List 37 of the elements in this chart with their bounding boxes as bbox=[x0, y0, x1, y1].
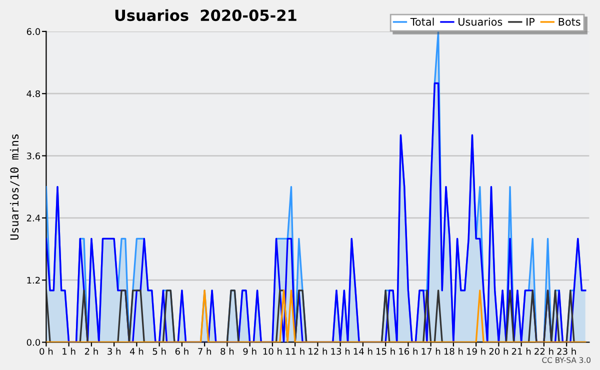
x-tick-label: 5 h bbox=[152, 348, 166, 355]
x-tick-label: 15 h bbox=[376, 348, 395, 355]
x-tick-label: 21 h bbox=[512, 348, 531, 355]
legend-label: IP bbox=[526, 18, 535, 26]
y-tick-label: 6.0 bbox=[26, 28, 40, 36]
y-axis-title: Usuarios/10 mins bbox=[10, 134, 20, 240]
x-tick-label: 8 h bbox=[220, 348, 234, 355]
x-tick-label: 17 h bbox=[422, 348, 440, 355]
legend-label: Usuarios bbox=[458, 18, 502, 26]
legend-label: Bots bbox=[558, 18, 580, 26]
x-tick-label: 18 h bbox=[444, 348, 463, 355]
x-tick-label: 12 h bbox=[308, 348, 327, 355]
y-tick-label: 0.0 bbox=[26, 338, 40, 346]
x-tick-label: 0 h bbox=[40, 348, 53, 355]
legend-label: Total bbox=[410, 18, 434, 26]
x-tick-label: 13 h bbox=[331, 348, 350, 355]
x-tick-label: 19 h bbox=[467, 348, 486, 355]
y-tick-label: 3.6 bbox=[26, 152, 40, 160]
x-tick-label: 23 h bbox=[557, 348, 576, 355]
x-tick-label: 22 h bbox=[534, 348, 554, 355]
x-tick-label: 2 h bbox=[84, 348, 98, 355]
x-tick-label: 4 h bbox=[130, 348, 144, 355]
x-tick-label: 14 h bbox=[354, 348, 372, 355]
x-tick-label: 9 h bbox=[243, 348, 256, 355]
x-tick-label: 6 h bbox=[175, 348, 188, 355]
x-tick-label: 11 h bbox=[286, 348, 304, 355]
x-tick-label: 10 h bbox=[263, 348, 282, 355]
x-tick-label: 1 h bbox=[62, 348, 76, 355]
line-series bbox=[46, 82, 586, 342]
x-tick-label: 7 h bbox=[198, 348, 211, 355]
x-tick-label: 3 h bbox=[108, 348, 120, 355]
y-tick-label: 4.8 bbox=[26, 90, 40, 98]
x-tick-label: 16 h bbox=[399, 348, 418, 355]
y-tick-label: 2.4 bbox=[26, 214, 40, 222]
chart-title: Usuarios 2020-05-21 bbox=[115, 9, 296, 22]
y-tick-label: 1.2 bbox=[27, 276, 40, 284]
x-tick-label: 20 h bbox=[489, 348, 508, 355]
